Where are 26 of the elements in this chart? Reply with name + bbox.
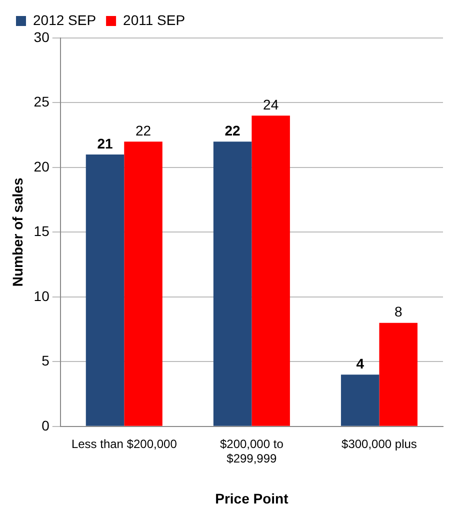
- y-tick-label: 15: [34, 223, 50, 240]
- bar: [340, 374, 380, 426]
- data-label: 8: [394, 304, 402, 320]
- legend-label: 2011 SEP: [123, 12, 186, 28]
- y-tick-label: 30: [34, 28, 50, 45]
- y-tick-label: 10: [34, 288, 50, 304]
- data-label: 4: [356, 355, 364, 372]
- bar: [124, 142, 162, 426]
- legend-label: 2012 SEP: [33, 12, 96, 28]
- y-tick-label: 20: [34, 158, 50, 174]
- x-tick-label: Less than $200,000: [71, 436, 178, 451]
- x-tick-label: $200,000 to $299,999: [220, 436, 284, 466]
- y-axis-title: Number of sales: [9, 178, 26, 287]
- x-axis-title: Price Point: [215, 490, 289, 506]
- data-label: 22: [135, 122, 152, 138]
- x-tick-label: $300,000 plus: [342, 436, 417, 451]
- y-tick-label: 25: [34, 94, 50, 110]
- y-tick-label: 0: [42, 417, 50, 434]
- data-label: 24: [263, 96, 279, 113]
- data-label: 22: [224, 122, 241, 138]
- data-label: 21: [97, 135, 114, 152]
- bar: [86, 154, 124, 426]
- bar: [252, 116, 290, 426]
- bar: [213, 142, 252, 426]
- y-tick-label: 5: [42, 352, 50, 369]
- bar: [379, 322, 418, 426]
